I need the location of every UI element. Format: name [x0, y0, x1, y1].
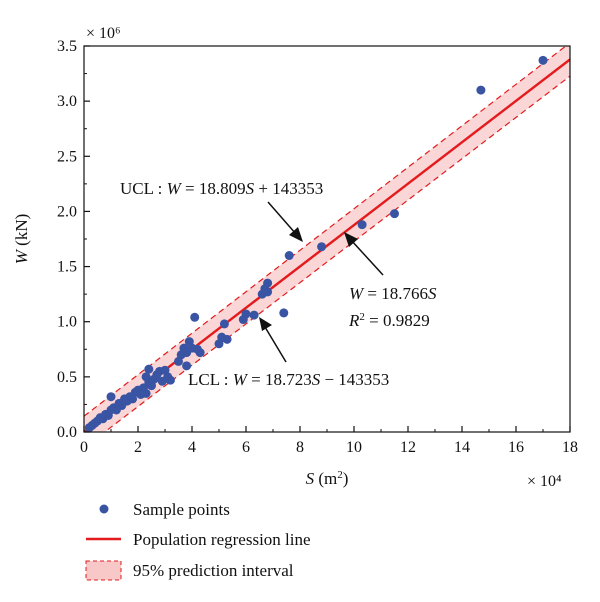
data-point — [190, 312, 200, 322]
data-point — [182, 361, 192, 371]
data-point — [249, 310, 259, 320]
lcl-arrow — [259, 317, 287, 363]
data-point — [390, 209, 399, 219]
data-point — [241, 309, 251, 319]
y-tick-label: 1.5 — [57, 259, 77, 276]
lcl-annotation: LCL : W = 18.723S − 143353 — [188, 370, 389, 389]
y-tick-label: 2.0 — [57, 203, 77, 220]
x-tick-label: 12 — [400, 439, 416, 456]
lcl-line — [103, 75, 570, 432]
data-point — [279, 308, 289, 318]
data-point — [165, 375, 175, 385]
data-point — [106, 392, 116, 402]
data-point — [219, 319, 229, 329]
x-tick-label: 6 — [242, 439, 250, 456]
x-tick-label: 14 — [454, 439, 470, 456]
x-tick-label: 0 — [80, 439, 88, 456]
data-point — [263, 278, 273, 288]
x-axis-label: S (m2) — [306, 469, 349, 488]
y-tick-label: 2.5 — [57, 148, 77, 165]
legend: Sample points Population regression line… — [85, 500, 311, 581]
x-tick-label: 2 — [134, 439, 142, 456]
x-tick-label: 10 — [346, 439, 362, 456]
prediction-band — [84, 46, 570, 432]
data-point — [195, 348, 205, 358]
regression-arrow — [344, 232, 384, 276]
legend-band-swatch — [85, 560, 122, 581]
ucl-line — [84, 46, 567, 417]
ucl-arrow — [267, 201, 303, 242]
data-point — [144, 364, 154, 374]
x-tick-label: 8 — [296, 439, 304, 456]
data-point — [284, 251, 294, 261]
regression-annotation: W = 18.766S — [349, 284, 437, 303]
y-tick-label: 1.0 — [57, 314, 77, 331]
x-tick-label: 4 — [188, 439, 196, 456]
data-point — [141, 388, 151, 398]
legend-point-swatch — [99, 504, 109, 514]
x-multiplier-label: × 10⁴ — [527, 473, 562, 490]
data-point — [357, 220, 367, 230]
data-point — [476, 85, 486, 95]
legend-label-regression-line: Population regression line — [133, 530, 311, 549]
data-point — [263, 287, 273, 297]
x-tick-label: 16 — [508, 439, 524, 456]
x-tick-label: 18 — [562, 439, 578, 456]
y-multiplier-label: × 10⁶ — [86, 25, 121, 42]
data-point — [538, 55, 548, 65]
legend-label-prediction-interval: 95% prediction interval — [133, 561, 294, 580]
y-tick-label: 0.0 — [57, 424, 77, 441]
legend-label-sample-points: Sample points — [133, 500, 230, 519]
y-tick-label: 0.5 — [57, 369, 77, 386]
y-axis-label: W (kN) — [12, 214, 31, 265]
y-tick-label: 3.5 — [57, 38, 77, 55]
r2-annotation: R2 = 0.9829 — [348, 311, 430, 330]
data-point — [317, 242, 327, 252]
ucl-annotation: UCL : W = 18.809S + 143353 — [120, 179, 323, 198]
data-point — [222, 334, 232, 344]
y-tick-label: 3.0 — [57, 93, 77, 110]
